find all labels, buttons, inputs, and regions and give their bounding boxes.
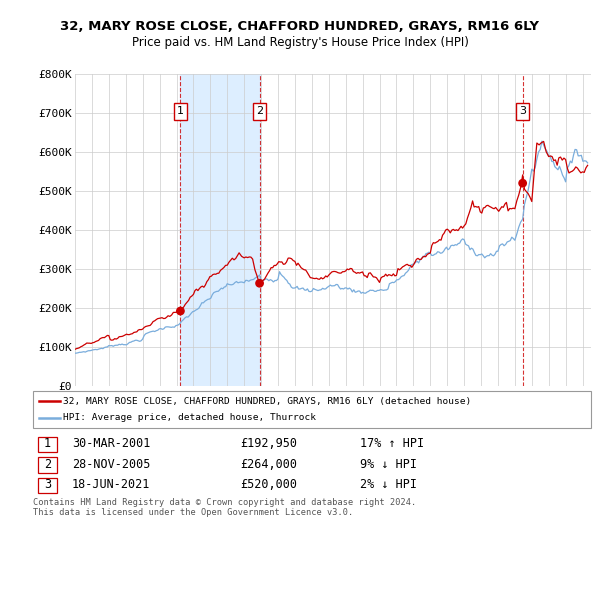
Text: 17% ↑ HPI: 17% ↑ HPI [360, 437, 424, 450]
Bar [181, 74, 260, 386]
Text: 2: 2 [256, 106, 263, 116]
Text: £264,000: £264,000 [240, 458, 297, 471]
Text: 28-NOV-2005: 28-NOV-2005 [72, 458, 151, 471]
Text: HPI: Average price, detached house, Thurrock: HPI: Average price, detached house, Thur… [63, 413, 316, 422]
Text: Price paid vs. HM Land Registry's House Price Index (HPI): Price paid vs. HM Land Registry's House … [131, 36, 469, 49]
Point [255, 278, 265, 288]
Text: Contains HM Land Registry data © Crown copyright and database right 2024.: Contains HM Land Registry data © Crown c… [33, 498, 416, 507]
Text: 3: 3 [519, 106, 526, 116]
Text: 32, MARY ROSE CLOSE, CHAFFORD HUNDRED, GRAYS, RM16 6LY (detached house): 32, MARY ROSE CLOSE, CHAFFORD HUNDRED, G… [63, 397, 471, 406]
Point [176, 306, 185, 316]
Text: 9% ↓ HPI: 9% ↓ HPI [360, 458, 417, 471]
Text: 2: 2 [44, 458, 51, 471]
Text: 2% ↓ HPI: 2% ↓ HPI [360, 478, 417, 491]
Text: £520,000: £520,000 [240, 478, 297, 491]
Text: 1: 1 [177, 106, 184, 116]
Point [518, 178, 527, 188]
Text: 18-JUN-2021: 18-JUN-2021 [72, 478, 151, 491]
Text: 32, MARY ROSE CLOSE, CHAFFORD HUNDRED, GRAYS, RM16 6LY: 32, MARY ROSE CLOSE, CHAFFORD HUNDRED, G… [61, 20, 539, 33]
Text: 1: 1 [44, 437, 51, 450]
Text: This data is licensed under the Open Government Licence v3.0.: This data is licensed under the Open Gov… [33, 507, 353, 517]
Text: 30-MAR-2001: 30-MAR-2001 [72, 437, 151, 450]
Text: 3: 3 [44, 478, 51, 491]
Text: £192,950: £192,950 [240, 437, 297, 450]
